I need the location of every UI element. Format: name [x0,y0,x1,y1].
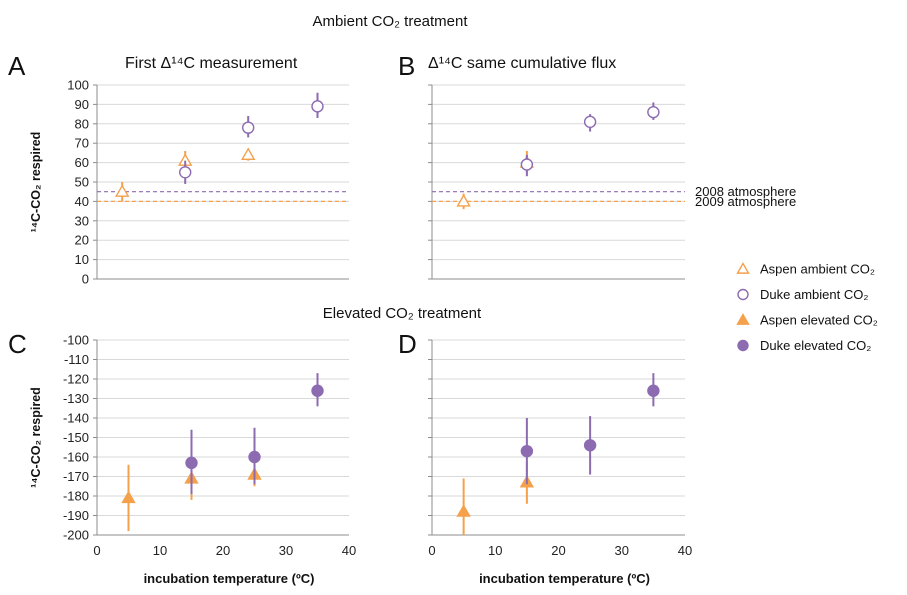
x-tick-label: 20 [551,543,565,558]
panel-title: Δ¹⁴C same cumulative flux [428,55,616,72]
y-tick-label: -120 [63,372,89,387]
reference-line-label: 2008 atmosphere [695,184,796,199]
y-tick-label: 60 [75,155,89,170]
y-tick-label: 0 [82,272,89,287]
x-tick-label: 10 [488,543,502,558]
data-point-triangle [121,490,136,504]
y-tick-label: 40 [75,194,89,209]
x-tick-label: 10 [153,543,167,558]
panel-letter: C [8,329,27,359]
x-axis-label: incubation temperature (ºC) [479,571,650,586]
legend-marker-triangle [736,262,750,274]
x-axis-label: incubation temperature (ºC) [144,571,315,586]
data-point-triangle [240,147,256,161]
y-tick-label: 80 [75,116,89,131]
y-tick-label: -130 [63,391,89,406]
y-axis-label: ¹⁴C-CO₂ respired [29,387,43,488]
data-point-triangle [114,184,130,197]
legend-label: Aspen ambient CO₂ [760,262,875,277]
y-tick-label: 50 [75,175,89,190]
y-tick-label: 20 [75,233,89,248]
section-title-ambient: Ambient CO₂ treatment [312,13,468,30]
y-tick-label: -170 [63,469,89,484]
data-point-circle [311,384,324,397]
panel-letter: D [398,329,417,359]
panel-letter: A [8,51,26,81]
panel-letter: B [398,51,415,81]
data-point-circle [583,439,597,452]
x-tick-label: 40 [678,543,692,558]
legend-marker-triangle [736,313,750,325]
data-point-circle [583,115,597,129]
y-tick-label: -110 [64,352,89,367]
panel-a: 0 10 20 30 40 50 60 70 80 90 100 A First Δ¹⁴C measur… [8,51,349,287]
y-tick-label: -200 [63,528,89,543]
legend-label: Duke ambient CO₂ [760,287,868,302]
section-title-elevated: Elevated CO₂ treatment [323,305,482,322]
y-tick-label: -190 [63,508,89,523]
y-tick-label: -180 [63,489,89,504]
data-point-circle [520,158,534,171]
legend-marker-circle [737,339,749,352]
data-point-circle [248,450,261,464]
data-point-circle [311,100,324,113]
data-point-circle [520,444,534,458]
y-tick-label: 100 [67,78,89,93]
y-tick-label: 90 [75,97,89,112]
y-tick-label: -160 [63,450,89,465]
data-point-circle [241,121,255,134]
x-tick-label: 30 [615,543,629,558]
reference-line-label: 2009 atmosphere [695,194,796,209]
panel-b: B Δ¹⁴C same cumulative flux 2008 atmospher… [398,51,796,280]
data-point-triangle [456,504,471,517]
y-tick-label: 10 [75,252,89,267]
data-point-circle [178,166,192,179]
legend-label: Duke elevated CO₂ [760,338,871,353]
y-tick-label: -150 [63,430,89,445]
x-tick-label: 30 [279,543,293,558]
legend-label: Aspen elevated CO₂ [760,313,878,328]
y-tick-label: 30 [75,213,89,228]
panel-c: -200 -190 -180 -170 -160 -150 -140 -130 -120 -110… [8,329,356,586]
x-tick-label: 20 [216,543,230,558]
legend: Aspen ambient CO₂ Duke ambient CO₂ Aspen e… [736,262,878,353]
data-point-triangle [456,193,471,207]
y-axis-label: ¹⁴C-CO₂ respired [29,132,43,233]
y-tick-label: -100 [63,333,89,348]
data-point-circle [185,456,198,470]
x-tick-label: 40 [342,543,356,558]
y-tick-label: 70 [75,136,89,151]
x-tick-label: 0 [428,543,435,558]
panel-title: First Δ¹⁴C measurement [125,55,298,72]
x-tick-label: 0 [93,543,100,558]
data-point-circle [647,384,660,397]
data-point-circle [647,105,660,119]
legend-marker-circle [737,288,749,301]
y-tick-label: -140 [63,411,89,426]
